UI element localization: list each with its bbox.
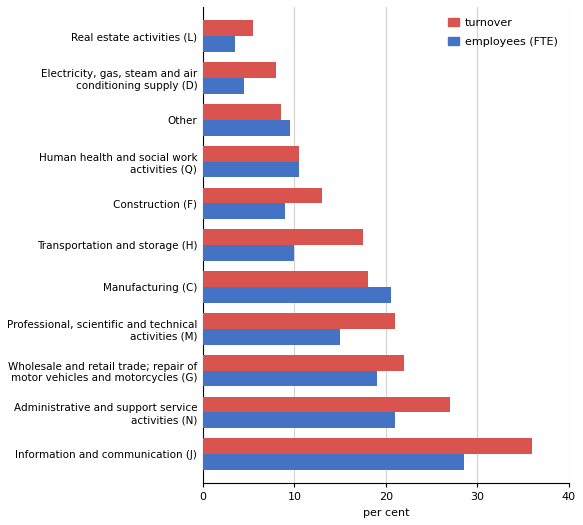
Bar	[203, 229, 363, 245]
Bar	[203, 413, 395, 428]
Bar	[203, 371, 377, 386]
Bar	[203, 287, 391, 303]
Bar	[203, 187, 322, 203]
Bar	[203, 104, 280, 120]
Bar	[203, 146, 299, 162]
Bar	[203, 438, 532, 454]
Bar	[203, 245, 294, 261]
Bar	[203, 203, 285, 219]
Bar	[203, 396, 450, 413]
Bar	[203, 62, 276, 78]
Bar	[203, 454, 463, 470]
X-axis label: per cent: per cent	[363, 508, 409, 518]
Bar	[203, 78, 244, 94]
Bar	[203, 120, 290, 135]
Bar	[203, 162, 299, 177]
Bar	[203, 20, 253, 36]
Bar	[203, 36, 235, 52]
Bar	[203, 329, 340, 345]
Bar	[203, 313, 395, 329]
Bar	[203, 355, 404, 371]
Legend: turnover, employees (FTE): turnover, employees (FTE)	[442, 13, 563, 53]
Bar	[203, 271, 368, 287]
